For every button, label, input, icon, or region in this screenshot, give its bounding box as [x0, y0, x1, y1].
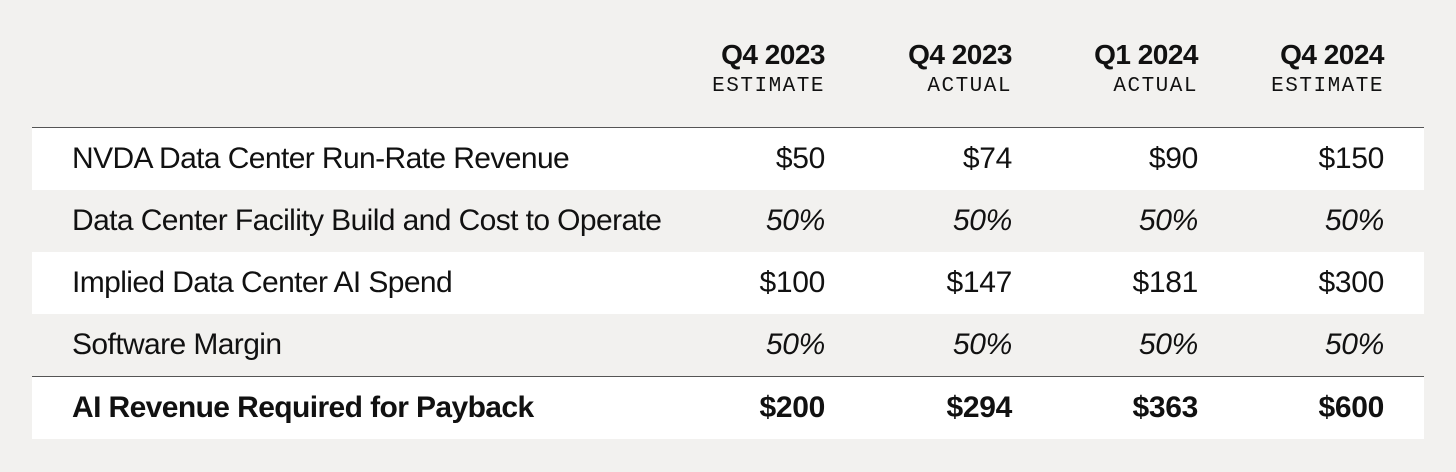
table-cell: $90 [1148, 142, 1198, 175]
table-cell: $200 [759, 391, 825, 424]
column-kind: ACTUAL [927, 75, 1012, 98]
table-row-nvda-revenue: NVDA Data Center Run-Rate Revenue $50 $7… [32, 128, 1424, 190]
column-kind: ESTIMATE [1271, 75, 1384, 98]
column-header-q4-2024-estimate: Q4 2024 ESTIMATE [1214, 38, 1384, 100]
table-header: Q4 2023 ESTIMATE Q4 2023 ACTUAL Q1 2024 … [32, 28, 1424, 127]
table-cell: 50% [952, 328, 1012, 361]
table-cell: $181 [1132, 266, 1198, 299]
table-row-facility-cost: Data Center Facility Build and Cost to O… [32, 190, 1424, 252]
table-cell: 50% [1138, 328, 1198, 361]
table-cell: 50% [765, 328, 825, 361]
row-label: NVDA Data Center Run-Rate Revenue [72, 142, 570, 175]
table-cell: $50 [775, 142, 825, 175]
column-header-q1-2024-actual: Q1 2024 ACTUAL [1028, 38, 1198, 100]
table-cell: 50% [765, 204, 825, 237]
table-row-ai-spend: Implied Data Center AI Spend $100 $147 $… [32, 252, 1424, 314]
table-cell: $74 [962, 142, 1012, 175]
table-cell: $363 [1132, 391, 1198, 424]
row-label: Software Margin [72, 328, 282, 361]
column-period: Q4 2024 [1280, 39, 1384, 70]
table-row-software-margin: Software Margin 50% 50% 50% 50% [32, 314, 1424, 376]
column-header-q4-2023-estimate: Q4 2023 ESTIMATE [655, 38, 825, 100]
table-cell: $294 [946, 391, 1012, 424]
table-cell: 50% [1138, 204, 1198, 237]
column-kind: ESTIMATE [712, 75, 825, 98]
table-cell: 50% [952, 204, 1012, 237]
table-row-total: AI Revenue Required for Payback $200 $29… [32, 377, 1424, 439]
column-kind: ACTUAL [1113, 75, 1198, 98]
row-label: Data Center Facility Build and Cost to O… [72, 204, 662, 237]
row-label: AI Revenue Required for Payback [72, 391, 534, 424]
total-divider [32, 376, 1424, 377]
table-cell: $147 [946, 266, 1012, 299]
table-cell: $100 [759, 266, 825, 299]
payback-table: Q4 2023 ESTIMATE Q4 2023 ACTUAL Q1 2024 … [32, 28, 1424, 439]
column-period: Q1 2024 [1094, 39, 1198, 70]
column-header-q4-2023-actual: Q4 2023 ACTUAL [842, 38, 1012, 100]
table-cell: $300 [1318, 266, 1384, 299]
header-divider [32, 127, 1424, 128]
row-label: Implied Data Center AI Spend [72, 266, 453, 299]
table-cell: 50% [1324, 204, 1384, 237]
table-cell: 50% [1324, 328, 1384, 361]
table-cell: $150 [1318, 142, 1384, 175]
column-period: Q4 2023 [908, 39, 1012, 70]
column-period: Q4 2023 [721, 39, 825, 70]
table-cell: $600 [1318, 391, 1384, 424]
